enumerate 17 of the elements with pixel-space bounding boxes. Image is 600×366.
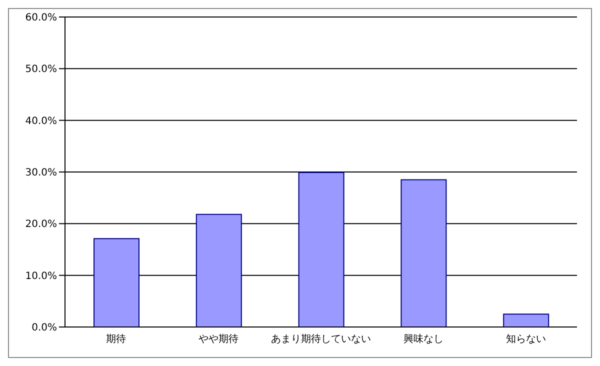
x-tick-label: 興味なし	[403, 333, 444, 346]
bar	[298, 172, 344, 327]
bar	[94, 238, 140, 327]
y-tick-label: 50.0%	[25, 64, 57, 76]
y-tick-label: 0.0%	[32, 322, 57, 334]
x-tick-label: あまり期待していない	[271, 333, 371, 346]
y-tick-label: 60.0%	[25, 12, 57, 24]
y-tick-label: 40.0%	[25, 116, 57, 127]
x-tick-label: 期待	[106, 333, 126, 346]
x-tick-label: 知らない	[506, 333, 546, 346]
bar	[400, 179, 447, 327]
x-tick-label: やや期待	[198, 333, 239, 346]
bar	[503, 314, 550, 327]
bar	[196, 214, 242, 327]
y-tick-label: 20.0%	[25, 219, 57, 230]
y-tick-label: 10.0%	[25, 270, 57, 282]
y-tick-label: 30.0%	[25, 168, 57, 179]
